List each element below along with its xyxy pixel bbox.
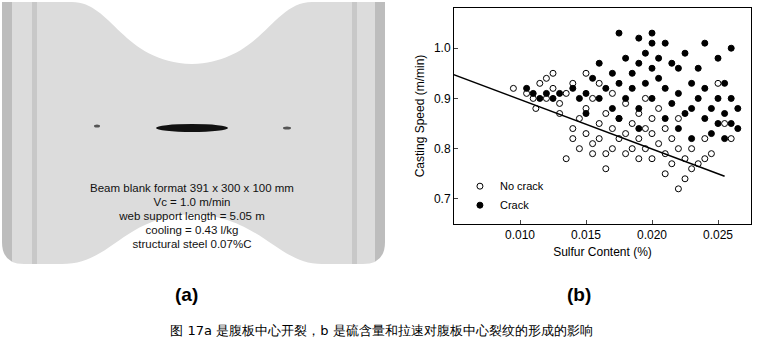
svg-text:0.020: 0.020 — [637, 228, 667, 242]
svg-text:Casting Speed (m/min): Casting Speed (m/min) — [413, 55, 427, 178]
svg-text:0.7: 0.7 — [434, 192, 451, 206]
svg-text:Vc = 1.0 m/min: Vc = 1.0 m/min — [153, 196, 230, 208]
svg-text:1.0: 1.0 — [434, 41, 451, 55]
svg-text:web support length = 5.05 m: web support length = 5.05 m — [118, 210, 264, 222]
svg-text:0.025: 0.025 — [703, 228, 733, 242]
svg-text:Beam blank format 391 x 300 x: Beam blank format 391 x 300 x 100 mm — [90, 182, 294, 194]
svg-text:cooling = 0.43 l/kg: cooling = 0.43 l/kg — [145, 224, 238, 236]
svg-text:0.8: 0.8 — [434, 142, 451, 156]
svg-text:0.010: 0.010 — [505, 228, 535, 242]
svg-text:0.015: 0.015 — [571, 228, 601, 242]
svg-text:Sulfur Content (%): Sulfur Content (%) — [553, 245, 652, 259]
svg-text:No crack: No crack — [500, 180, 544, 192]
svg-text:structural steel 0.07%C: structural steel 0.07%C — [133, 238, 252, 250]
svg-text:Crack: Crack — [500, 199, 529, 211]
html-text:图 17a 是腹板中心开裂，b 是硫含量和拉速对腹板中心裂纹: 图 17a 是腹板中心开裂，b 是硫含量和拉速对腹板中心裂纹的形成的影响 — [170, 323, 593, 338]
html-text:(b): (b) — [567, 284, 592, 305]
html-text:(a): (a) — [175, 284, 199, 305]
svg-text:0.9: 0.9 — [434, 92, 451, 106]
